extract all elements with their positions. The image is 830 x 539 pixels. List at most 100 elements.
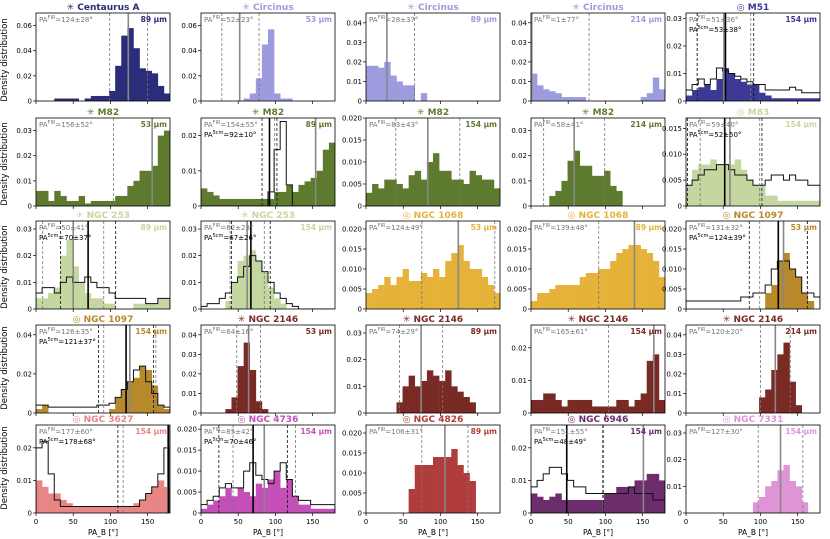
y-tick-label: 0.04 — [181, 47, 197, 55]
pa-fir-label: PAFIR=74±29° — [369, 327, 418, 336]
histogram-bar — [604, 406, 611, 413]
histogram-bar — [322, 149, 330, 206]
histogram-bar — [396, 277, 403, 309]
panel-frame — [200, 12, 336, 102]
histogram-bar — [561, 499, 568, 513]
y-tick-label: 0.03 — [511, 127, 527, 135]
histogram-panel: 0 0.01 0.02 0.03 ✳ M82 53 μm PAFIR=156±52° — [16, 108, 171, 211]
histogram-bar — [567, 399, 574, 413]
y-tick-label: 0.015 — [342, 137, 362, 145]
x-tick-label: 50 — [69, 518, 78, 526]
plot-area — [531, 221, 665, 309]
plot-area — [408, 425, 476, 513]
y-tick-label: 0.02 — [511, 344, 527, 352]
plot-area — [36, 425, 170, 513]
histogram-bar — [658, 89, 665, 101]
histogram-bar — [298, 504, 305, 513]
panel-title: ◎ NGC 1097 — [73, 315, 134, 325]
histogram-bar — [243, 492, 251, 513]
histogram-bar — [48, 493, 55, 513]
histogram-bar — [249, 93, 257, 101]
histogram-bar — [616, 486, 623, 513]
histogram-bar — [543, 393, 550, 413]
panel-title: ✳ NGC 2146 — [568, 315, 628, 325]
histogram-bar — [795, 200, 803, 206]
histogram-bar — [243, 98, 251, 101]
histogram-bar — [268, 479, 275, 513]
histogram-bar — [304, 504, 311, 513]
histogram-bar — [286, 479, 293, 513]
y-tick-label: 0.005 — [177, 489, 197, 497]
panel-frame — [530, 220, 666, 310]
histogram-bar — [463, 397, 470, 413]
y-tick-label: 0.01 — [16, 279, 32, 287]
histogram-bar — [585, 499, 593, 513]
histogram-bar — [420, 273, 428, 309]
radio-5cm-step-line — [36, 365, 170, 413]
histogram-bar — [616, 399, 623, 413]
wavelength-label: 53 μm — [471, 223, 498, 232]
pa-5cm-label: PA5cm=48±49° — [534, 437, 586, 446]
histogram-bar — [445, 370, 452, 413]
y-tick-label: 0 — [193, 306, 197, 314]
y-tick-label: 0.02 — [16, 252, 32, 260]
plot-area — [36, 221, 170, 309]
pa-fir-label: PAFIR=126±35° — [39, 327, 93, 336]
histogram-bar — [628, 245, 635, 309]
histogram-bar — [414, 281, 422, 309]
y-tick-label: 0.04 — [666, 331, 682, 339]
histogram-bar — [740, 81, 748, 101]
histogram-bar — [225, 487, 232, 513]
y-tick-label: 0.01 — [346, 383, 362, 391]
histogram-bar — [469, 481, 476, 513]
histogram-bar — [366, 293, 373, 309]
histogram-bar — [378, 188, 385, 206]
histogram-bar — [66, 239, 73, 309]
histogram-bar — [96, 298, 104, 309]
histogram-bar — [408, 281, 416, 309]
histogram-bar — [133, 303, 140, 309]
histogram-bar — [96, 95, 104, 101]
y-tick-label: 0.02 — [666, 456, 682, 464]
histogram-bar — [280, 303, 287, 309]
histogram-bar — [531, 73, 538, 101]
histogram-bar — [789, 269, 796, 309]
histogram-bar — [652, 354, 660, 413]
histogram-bar — [72, 98, 79, 101]
histogram-bar — [567, 160, 574, 206]
pa-5cm-label: PA5cm=53±38° — [689, 25, 741, 34]
histogram-bar — [543, 499, 550, 513]
y-tick-label: 0.020 — [177, 426, 197, 434]
histogram-bar — [274, 471, 281, 513]
y-tick-label: 0.02 — [181, 370, 197, 378]
histogram-bar — [292, 191, 299, 206]
panel-frame — [200, 324, 336, 414]
histogram-bar — [537, 85, 544, 101]
y-tick-label: 0 — [678, 510, 682, 518]
y-tick-label: 0.015 — [662, 125, 682, 133]
histogram-bar — [716, 164, 723, 206]
y-tick-label: 0.04 — [511, 19, 527, 27]
histogram-bar — [78, 195, 86, 206]
histogram-bar — [686, 95, 693, 101]
plot-area — [686, 118, 820, 206]
pa-5cm-label: PA5cm=67±26° — [204, 233, 256, 242]
histogram-bar — [746, 180, 754, 206]
panel-frame — [685, 424, 821, 514]
panel-title: ✳ M82 — [87, 108, 119, 118]
histogram-bar — [710, 90, 717, 101]
histogram-bar — [402, 188, 409, 206]
y-tick-label: 0.020 — [342, 226, 362, 234]
histogram-bar — [493, 293, 500, 309]
histogram-bar — [109, 506, 116, 513]
histogram-bar — [78, 506, 86, 513]
histogram-bar — [567, 499, 574, 513]
pa-fir-label: PAFIR=154±55° — [204, 120, 258, 129]
x-axis-label: PA_B [°] — [418, 528, 448, 537]
panel-frame — [200, 220, 336, 310]
histogram-bar — [280, 191, 287, 206]
y-tick-label: 0.005 — [342, 181, 362, 189]
wavelength-label: 214 μm — [630, 120, 662, 129]
y-tick-label: 0 — [523, 203, 527, 211]
